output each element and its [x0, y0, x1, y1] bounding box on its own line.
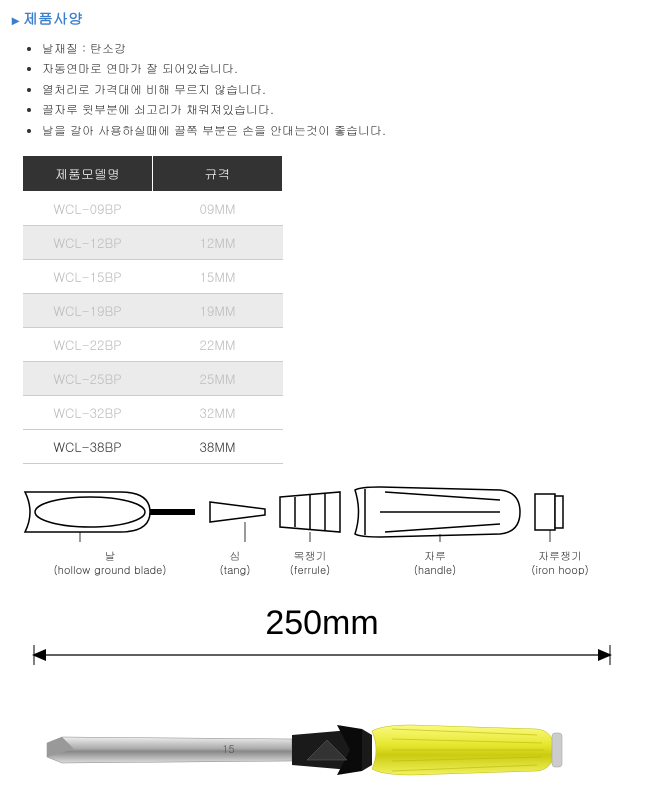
part-label-kr: 심	[200, 550, 270, 564]
part-label-kr: 자루	[350, 550, 520, 564]
bullet-item: 날을 갈아 사용하실때에 끌쪽 부분은 손을 안대는것이 좋습니다.	[42, 121, 639, 141]
part-label-en: (tang)	[200, 564, 270, 578]
cell-spec: 12MM	[153, 225, 283, 259]
bullet-item: 자동연마로 연마가 잘 되어있습니다.	[42, 59, 639, 79]
part-label-en: (iron hoop)	[520, 564, 600, 578]
part-label-kr: 날	[20, 550, 200, 564]
cell-spec: 19MM	[153, 293, 283, 327]
cell-spec: 15MM	[153, 259, 283, 293]
parts-diagram: 날(hollow ground blade)심(tang)목쟁기(ferrule…	[20, 482, 620, 582]
table-row: WCL-15BP15MM	[23, 259, 283, 293]
cell-model: WCL-22BP	[23, 327, 153, 361]
part-label-kr: 자루쟁기	[520, 550, 600, 564]
dimension-block: 250mm	[22, 604, 622, 665]
parts-svg	[20, 482, 620, 542]
header-arrow-icon: ▸	[12, 9, 19, 29]
blade-mark: 15	[222, 742, 235, 757]
spec-table: 제품모델명 규격 WCL-09BP09MMWCL-12BP12MMWCL-15B…	[22, 155, 283, 464]
table-header-model: 제품모델명	[23, 155, 153, 191]
bullet-item: 열처리로 가격대에 비해 무르지 않습니다.	[42, 80, 639, 100]
cell-model: WCL-38BP	[23, 429, 153, 463]
part-label: 심(tang)	[200, 550, 270, 579]
cell-spec: 32MM	[153, 395, 283, 429]
part-label: 날(hollow ground blade)	[20, 550, 200, 579]
bullet-item: 끌자루 윗부분에 쇠고리가 채워져있습니다.	[42, 100, 639, 120]
table-row: WCL-22BP22MM	[23, 327, 283, 361]
cell-spec: 38MM	[153, 429, 283, 463]
cell-model: WCL-19BP	[23, 293, 153, 327]
part-label: 자루(handle)	[350, 550, 520, 579]
part-label-kr: 목쟁기	[270, 550, 350, 564]
table-row: WCL-19BP19MM	[23, 293, 283, 327]
cell-spec: 22MM	[153, 327, 283, 361]
table-header-spec: 규격	[153, 155, 283, 191]
part-label: 목쟁기(ferrule)	[270, 550, 350, 579]
part-label-en: (ferrule)	[270, 564, 350, 578]
part-label-en: (hollow ground blade)	[20, 564, 200, 578]
table-row: WCL-25BP25MM	[23, 361, 283, 395]
spec-bullet-list: 날재질 : 탄소강 자동연마로 연마가 잘 되어있습니다. 열처리로 가격대에 …	[32, 39, 639, 141]
product-photo: 15	[32, 705, 612, 805]
cell-model: WCL-12BP	[23, 225, 153, 259]
bullet-item: 날재질 : 탄소강	[42, 39, 639, 59]
cell-model: WCL-25BP	[23, 361, 153, 395]
cell-spec: 25MM	[153, 361, 283, 395]
section-header: ▸ 제품사양	[12, 8, 639, 29]
table-row: WCL-09BP09MM	[23, 191, 283, 225]
part-label: 자루쟁기(iron hoop)	[520, 550, 600, 579]
dimension-value: 250mm	[22, 604, 622, 643]
cell-model: WCL-15BP	[23, 259, 153, 293]
table-row: WCL-12BP12MM	[23, 225, 283, 259]
table-row: WCL-32BP32MM	[23, 395, 283, 429]
table-row: WCL-38BP38MM	[23, 429, 283, 463]
cell-model: WCL-32BP	[23, 395, 153, 429]
cell-model: WCL-09BP	[23, 191, 153, 225]
section-title: 제품사양	[23, 8, 83, 29]
cell-spec: 09MM	[153, 191, 283, 225]
part-label-en: (handle)	[350, 564, 520, 578]
dimension-line	[32, 645, 612, 665]
